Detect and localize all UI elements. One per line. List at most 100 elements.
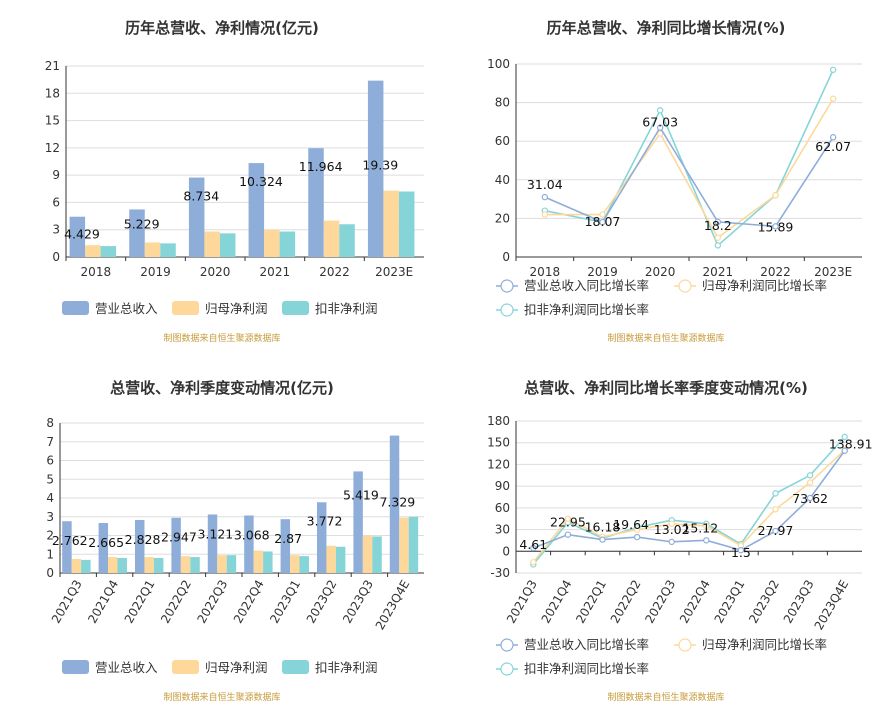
bar — [62, 521, 72, 573]
x-tick-label: 2022Q4 — [677, 578, 713, 626]
y-tick-label: 18 — [45, 86, 60, 100]
data-label: 3.772 — [307, 513, 343, 528]
legend-label: 归母净利润 — [205, 301, 268, 316]
data-label: 3.121 — [197, 526, 233, 541]
legend-label: 营业总收入同比增长率 — [524, 637, 649, 652]
bar — [129, 209, 145, 257]
legend-marker — [500, 662, 514, 676]
y-tick-label: 0 — [502, 250, 510, 264]
data-point — [806, 472, 814, 479]
x-tick-label: 2019 — [587, 265, 618, 279]
data-point — [541, 193, 549, 201]
series-line — [532, 449, 846, 563]
y-tick-label: 5 — [46, 472, 54, 486]
quarterly-growth-panel: 总营收、净利同比增长率季度变动情况(%)%-300306090120150180… — [444, 360, 888, 720]
bar — [253, 550, 264, 573]
x-tick-label: 2023Q3 — [340, 578, 376, 626]
data-point — [703, 522, 710, 530]
data-point — [668, 538, 675, 546]
x-tick-label: 2023Q3 — [781, 578, 817, 626]
legend-label: 扣非净利润同比增长率 — [524, 302, 649, 317]
bar — [362, 535, 373, 573]
bar — [308, 148, 324, 257]
legend-swatch — [172, 301, 199, 315]
data-label: 13.02 — [654, 522, 690, 537]
data-point — [829, 66, 837, 73]
bar — [264, 229, 280, 257]
data-label: 15.89 — [758, 219, 794, 234]
y-tick-label: 9 — [52, 168, 60, 182]
x-tick-label: 2022Q4 — [231, 578, 267, 626]
data-point — [599, 211, 606, 218]
y-tick-label: 3 — [52, 223, 60, 237]
quarterly-growth-chart: 总营收、净利同比增长率季度变动情况(%)%-300306090120150180… — [487, 379, 872, 703]
bar — [326, 545, 336, 573]
x-tick-label: 2021Q3 — [49, 578, 85, 626]
y-tick-label: 20 — [495, 211, 510, 225]
bar — [171, 517, 181, 573]
y-tick-label: 7 — [46, 435, 54, 449]
x-tick-label: 2023Q4E — [812, 578, 852, 633]
data-point — [633, 526, 641, 533]
bar — [108, 557, 118, 573]
data-label: 11.964 — [299, 159, 343, 174]
bar — [248, 163, 265, 257]
data-label: 18.07 — [585, 214, 621, 229]
y-tick-label: 6 — [46, 454, 54, 468]
x-tick-label: 2022 — [319, 265, 350, 279]
x-tick-label: 2020 — [645, 265, 676, 279]
data-label: 2.665 — [88, 535, 124, 550]
bar — [117, 558, 127, 573]
bar — [299, 556, 309, 573]
y-tick-label: 40 — [495, 173, 510, 187]
data-label: 4.61 — [519, 537, 547, 552]
annual-growth-panel: 历年总营收、净利同比增长情况(%)%0204060801002018201920… — [444, 0, 888, 360]
data-point — [829, 95, 837, 102]
y-tick-label: 0 — [502, 544, 510, 558]
y-tick-label: 60 — [495, 501, 510, 515]
chart-title: 总营收、净利季度变动情况(亿元) — [110, 379, 334, 397]
bar — [389, 435, 400, 573]
series-line — [544, 98, 834, 239]
y-tick-label: 12 — [45, 141, 60, 155]
data-point — [772, 192, 779, 199]
x-tick-label: 2022Q2 — [158, 578, 194, 626]
bar — [160, 243, 176, 257]
x-tick-label: 2022Q1 — [573, 578, 609, 626]
legend-swatch — [282, 301, 309, 315]
x-tick-label: 2018 — [81, 265, 112, 279]
data-point — [772, 490, 779, 497]
data-point — [564, 531, 572, 538]
bar — [367, 80, 384, 257]
bar — [399, 517, 409, 573]
data-point — [806, 494, 814, 502]
data-label: 15.12 — [682, 520, 718, 535]
x-tick-label: 2022Q3 — [194, 578, 230, 626]
bar — [335, 546, 346, 573]
bar — [372, 536, 382, 573]
series-line — [533, 450, 846, 552]
data-point — [668, 520, 675, 527]
data-label: 2.87 — [274, 531, 302, 546]
y-tick-label: 100 — [487, 57, 510, 71]
legend-marker — [678, 279, 692, 293]
data-label: 19.39 — [362, 158, 398, 173]
legend-label: 营业总收入 — [95, 301, 158, 316]
bar — [279, 231, 296, 257]
annual-revenue-profit-chart: 历年总营收、净利情况(亿元)(亿元)0369121518212018201920… — [45, 19, 424, 344]
y-tick-label: 4 — [46, 491, 54, 505]
legend-swatch — [172, 660, 199, 674]
x-tick-label: 2021Q4 — [85, 578, 121, 626]
x-tick-label: 2023E — [375, 265, 413, 279]
data-point — [841, 433, 848, 441]
data-label: 8.734 — [183, 189, 219, 204]
data-point — [841, 447, 848, 454]
x-tick-label: 2021Q4 — [539, 578, 575, 626]
bar — [316, 502, 327, 573]
data-point — [633, 533, 641, 541]
legend-label: 归母净利润同比增长率 — [702, 637, 827, 652]
data-label: 2.762 — [52, 533, 88, 548]
data-point — [656, 124, 664, 131]
legend-label: 归母净利润同比增长率 — [702, 278, 827, 293]
legend-label: 扣非净利润同比增长率 — [524, 661, 649, 676]
